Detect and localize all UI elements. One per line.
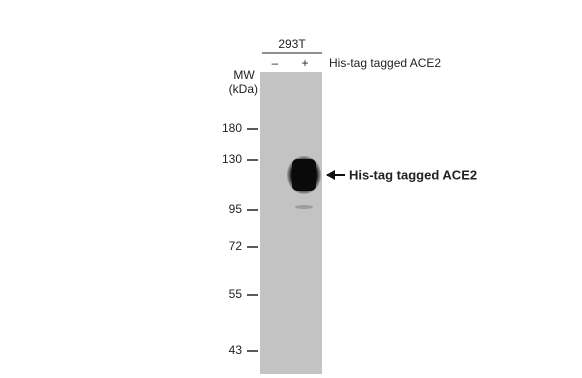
mw-unit: (kDa): [229, 82, 258, 96]
marker-label: 43: [229, 343, 243, 357]
condition-label: His-tag tagged ACE2: [329, 56, 441, 70]
arrow-head: [326, 170, 335, 180]
band-label: His-tag tagged ACE2: [349, 167, 477, 182]
faint-band: [295, 205, 313, 209]
marker-label: 72: [229, 239, 243, 253]
band-core: [292, 159, 316, 191]
mw-label: MW: [233, 68, 255, 82]
marker-label: 130: [222, 152, 242, 166]
lane-sign: +: [301, 56, 308, 70]
marker-label: 55: [229, 287, 243, 301]
membrane: [260, 72, 322, 374]
marker-label: 95: [229, 202, 243, 216]
marker-label: 180: [222, 121, 242, 135]
cell-line: 293T: [278, 37, 306, 51]
lane-sign: –: [272, 56, 279, 70]
